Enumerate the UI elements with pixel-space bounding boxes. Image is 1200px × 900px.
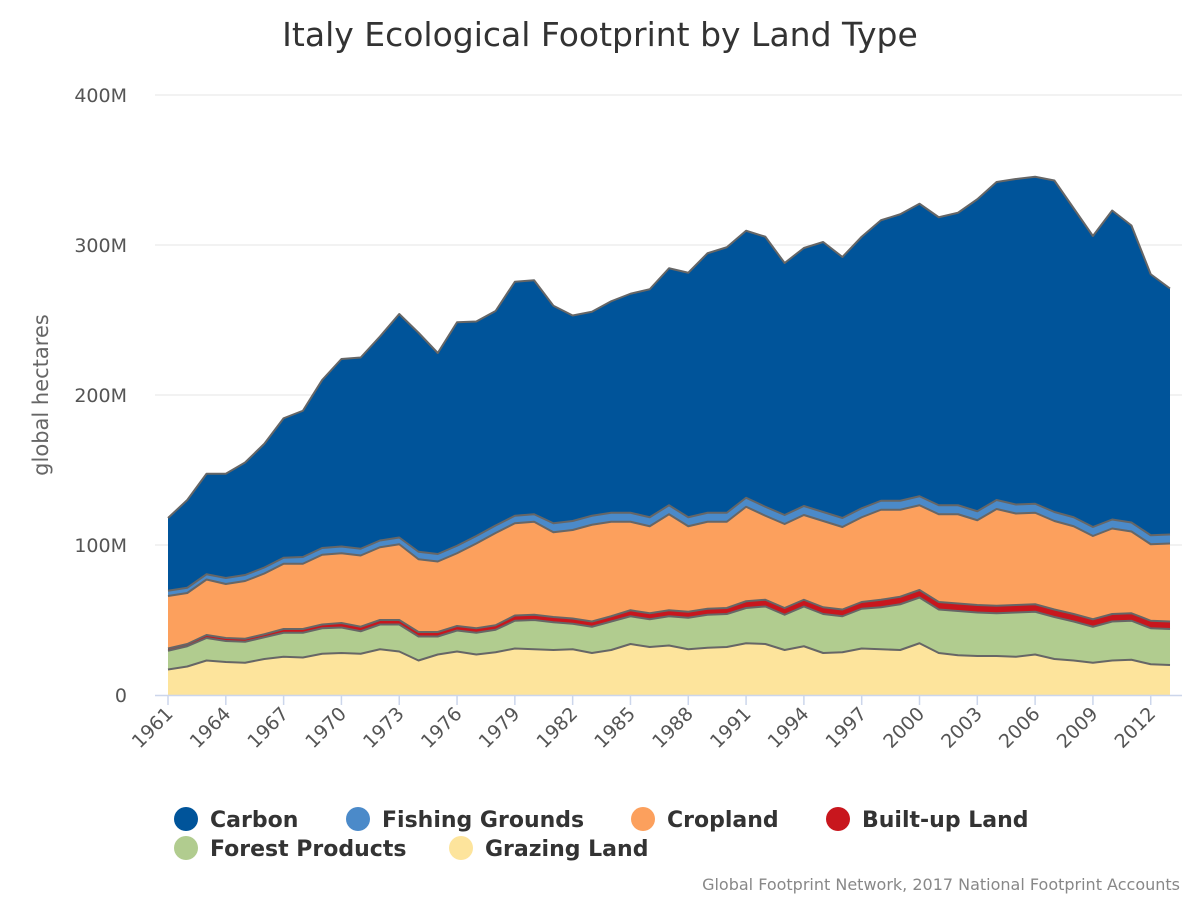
legend-item-fishing-grounds[interactable]: Fishing Grounds <box>346 807 584 833</box>
y-tick-label: 0 <box>115 685 127 707</box>
x-tick-label: 2009 <box>1053 703 1103 753</box>
legend-item-cropland[interactable]: Cropland <box>631 807 779 833</box>
x-tick-label: 2000 <box>879 703 929 753</box>
x-tick-label: 1991 <box>706 703 756 753</box>
legend-item-carbon[interactable]: Carbon <box>174 807 298 833</box>
legend-label: Carbon <box>210 808 298 833</box>
x-tick-label: 1994 <box>764 703 814 753</box>
x-tick-label: 1997 <box>821 703 871 753</box>
series-line <box>167 589 1171 650</box>
legend: Carbon Fishing Grounds Cropland Built-up La… <box>174 807 1029 862</box>
legend-item-built-up-land[interactable]: Built-up Land <box>826 807 1029 833</box>
legend-swatch <box>826 807 850 831</box>
series-line <box>167 495 1171 592</box>
x-tick-label: 1982 <box>532 703 582 753</box>
x-tick-label: 1967 <box>243 703 293 753</box>
legend-label: Cropland <box>667 808 779 833</box>
y-tick-label: 200M <box>74 385 127 407</box>
legend-swatch <box>631 807 655 831</box>
x-tick-label: 1979 <box>475 703 525 753</box>
legend-swatch <box>346 807 370 831</box>
x-axis: 1961 1964 1967 1970 1973 1976 1979 1982 1985 1988… <box>128 694 1182 753</box>
legend-swatch <box>174 807 198 831</box>
legend-label: Grazing Land <box>485 837 648 862</box>
series-line <box>167 175 1171 519</box>
credit-text: Global Footprint Network, 2017 National … <box>702 875 1180 894</box>
y-axis: 0 100M 200M 300M 400M <box>74 85 127 707</box>
series-line <box>167 504 1171 597</box>
x-tick-label: 1964 <box>186 703 236 753</box>
area-carbon <box>168 176 1170 591</box>
legend-item-grazing-land[interactable]: Grazing Land <box>449 836 648 862</box>
y-tick-label: 100M <box>74 535 127 557</box>
x-tick-label: 2006 <box>995 703 1045 753</box>
x-tick-label: 1988 <box>648 703 698 753</box>
series-line <box>167 642 1171 671</box>
x-tick-label: 2012 <box>1111 703 1161 753</box>
x-tick-label: 1970 <box>301 703 351 753</box>
area-grazing-land <box>168 643 1170 695</box>
series-line <box>167 596 1171 652</box>
legend-label: Forest Products <box>210 837 406 862</box>
area-cropland <box>168 505 1170 649</box>
y-tick-label: 400M <box>74 85 127 107</box>
legend-swatch <box>174 836 198 860</box>
legend-item-forest-products[interactable]: Forest Products <box>174 836 406 862</box>
chart-title: Italy Ecological Footprint by Land Type <box>282 15 918 54</box>
x-tick-label: 1985 <box>590 703 640 753</box>
y-axis-label: global hectares <box>29 314 53 476</box>
x-tick-label: 1973 <box>359 703 409 753</box>
legend-swatch <box>449 836 473 860</box>
series-areas <box>167 175 1171 695</box>
legend-label: Fishing Grounds <box>382 808 584 833</box>
legend-label: Built-up Land <box>862 808 1029 833</box>
x-tick-label: 1961 <box>128 703 178 753</box>
y-tick-label: 300M <box>74 235 127 257</box>
x-tick-label: 2003 <box>937 703 987 753</box>
x-tick-label: 1976 <box>417 703 467 753</box>
area-forest-products <box>168 597 1170 670</box>
